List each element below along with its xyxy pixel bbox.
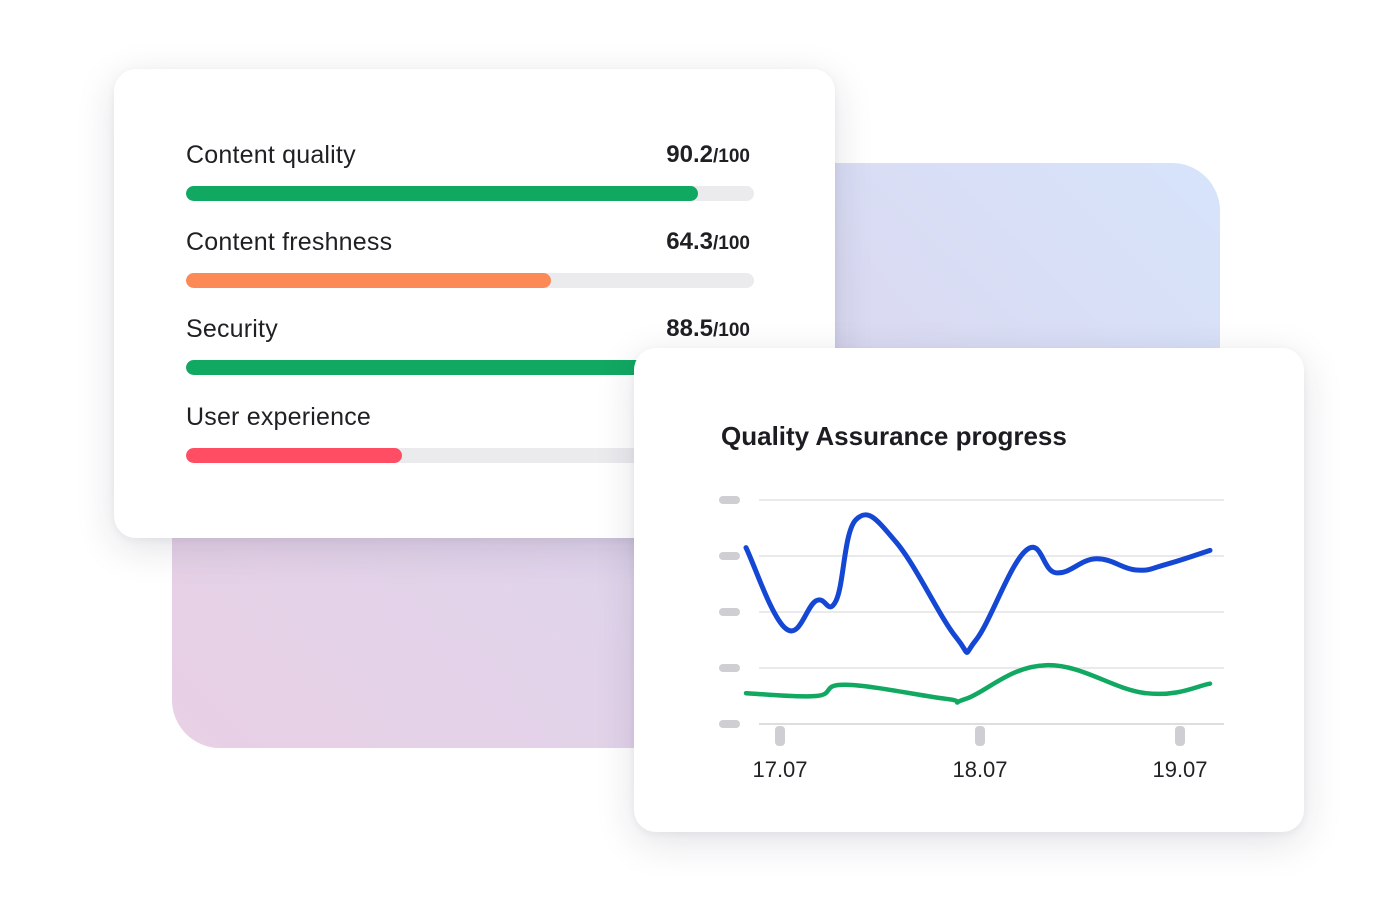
progress-track [186,448,754,463]
progress-fill [186,273,552,288]
x-tick-mark [1175,726,1185,746]
x-tick-mark [775,726,785,746]
progress-track [186,186,754,201]
y-tick-mark [719,608,740,616]
metric-score: 64.3/100 [666,228,750,256]
series-line-0 [743,512,1213,655]
metric-score-value: 90.2 [666,141,714,168]
scores-card: Content quality 90.2/100 Content freshne… [114,69,835,538]
metric-score-value: 88.5 [666,315,714,342]
progress-fill [186,448,402,463]
line-chart: 17.07 18.07 19.07 [719,496,1224,782]
metric-score-max: /100 [713,320,750,341]
chart-title: Quality Assurance progress [721,421,1067,451]
x-tick-label: 17.07 [752,757,807,782]
metric-label: User experience [186,403,372,431]
progress-fill [186,360,689,375]
metric-label: Content freshness [186,228,393,256]
progress-fill [186,186,699,201]
metric-score: 90.2/100 [666,141,750,169]
y-tick-mark [719,496,740,504]
progress-track [186,360,754,375]
x-tick-mark [975,726,985,746]
metric-score-max: /100 [713,146,750,167]
metric-score-value: 64.3 [666,228,714,255]
progress-track [186,273,754,288]
qa-progress-chart-card: Quality Assurance progress 17.07 18.07 19.… [634,348,1304,832]
y-tick-mark [719,720,740,728]
y-tick-mark [719,552,740,560]
x-tick-label: 19.07 [1152,757,1207,782]
metric-score-max: /100 [713,233,750,254]
x-tick-label: 18.07 [952,757,1007,782]
y-tick-mark [719,664,740,672]
metric-label: Content quality [186,141,356,169]
series-line-1 [743,662,1213,705]
metric-score: 88.5/100 [666,315,750,343]
metric-label: Security [186,315,278,343]
